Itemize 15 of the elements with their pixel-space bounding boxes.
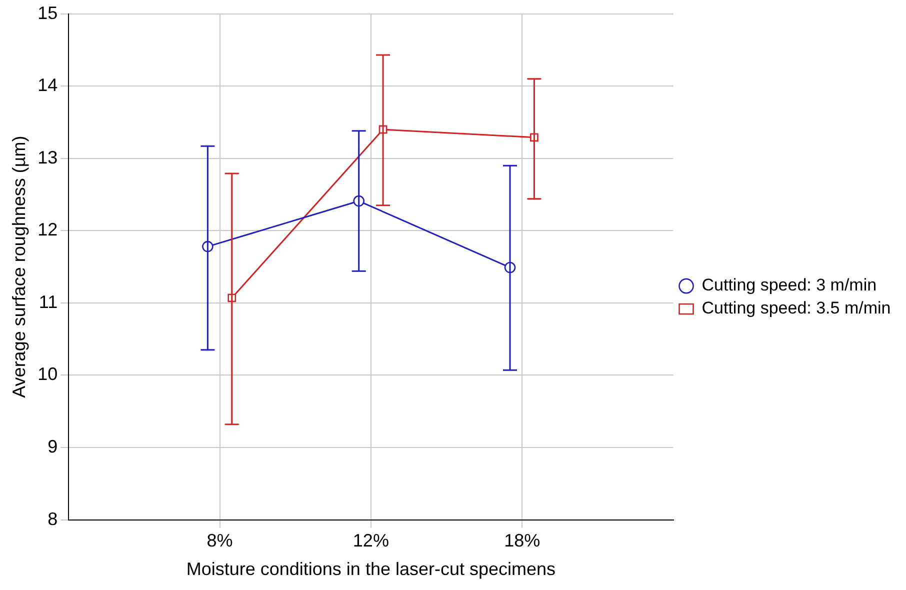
x-tick-label: 12% xyxy=(352,530,389,551)
y-tick-label: 15 xyxy=(38,2,58,23)
y-tick-label: 9 xyxy=(48,436,58,456)
y-tick-label: 14 xyxy=(38,75,58,96)
x-tick-label: 8% xyxy=(206,530,233,551)
y-tick-label: 12 xyxy=(38,220,58,240)
x-tick-label: 18% xyxy=(504,530,540,551)
y-axis-title: Average surface roughness (µm) xyxy=(8,136,29,398)
y-tick-label: 11 xyxy=(38,292,58,312)
legend-label: Cutting speed: 3 m/min xyxy=(702,276,877,295)
legend-label: Cutting speed: 3.5 m/min xyxy=(702,298,891,318)
x-axis-title: Moisture conditions in the laser-cut specimens xyxy=(186,559,556,580)
y-tick-label: 10 xyxy=(38,364,58,384)
y-tick-label: 13 xyxy=(38,147,58,168)
y-tick-label: 8 xyxy=(48,508,58,529)
